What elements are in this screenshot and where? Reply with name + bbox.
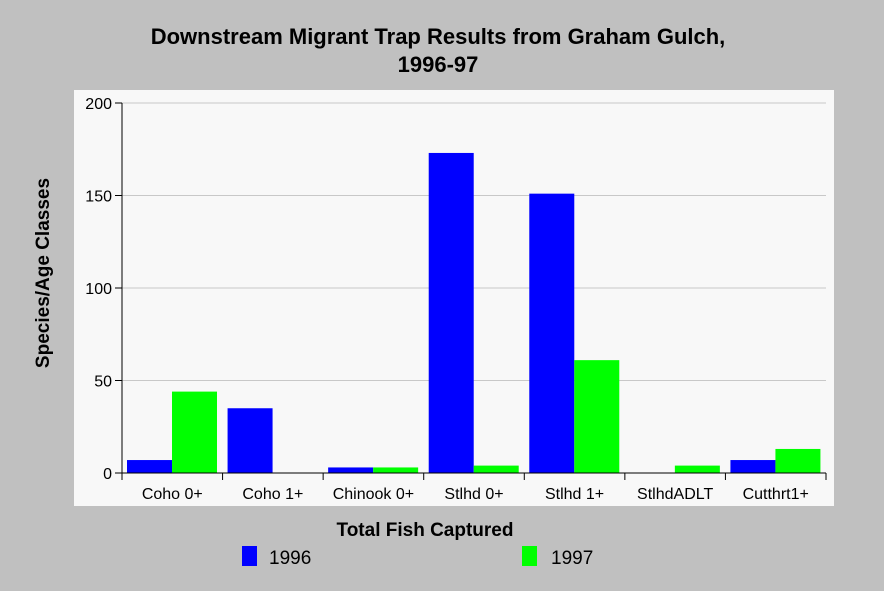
- x-tick-label: Coho 0+: [142, 486, 203, 503]
- x-tick-label: StlhdADLT: [637, 486, 713, 503]
- bar-1997-6: [775, 448, 821, 473]
- bar-1997-2: [373, 467, 419, 473]
- bar-1996-6: [730, 460, 776, 473]
- bar-1996-4: [529, 193, 575, 473]
- bar-1996-1: [227, 408, 273, 473]
- legend-label-1997: 1997: [551, 548, 593, 569]
- chart-title-line-2: 1996-97: [398, 52, 479, 77]
- legend-swatch-1997: [522, 546, 537, 566]
- x-tick-label: Stlhd 0+: [444, 486, 503, 503]
- y-tick-label: 0: [103, 466, 112, 483]
- x-tick-labels: Coho 0+ Coho 1+ Chinook 0+ Stlhd 0+ Stlhd 1+…: [142, 486, 809, 503]
- bar-1996-2: [328, 467, 374, 473]
- gridlines: [122, 102, 826, 381]
- legend: 1996 1997: [242, 546, 593, 569]
- x-tick-label: Chinook 0+: [333, 486, 414, 503]
- bar-1996-0: [127, 460, 172, 473]
- legend-label-1996: 1996: [269, 548, 311, 569]
- axes: [115, 102, 827, 480]
- y-tick-label: 100: [85, 281, 112, 298]
- x-tick-label: Cutthrt1+: [743, 486, 809, 503]
- legend-swatch-1996: [242, 546, 257, 566]
- bar-1997-0: [172, 391, 217, 473]
- y-tick-label: 150: [85, 189, 112, 206]
- bar-1997-3: [473, 465, 519, 473]
- y-tick-labels: 0 50 100 150 200: [85, 96, 112, 483]
- y-tick-label: 50: [94, 374, 112, 391]
- chart-title-line-1: Downstream Migrant Trap Results from Gra…: [151, 24, 726, 49]
- x-tick-label: Coho 1+: [242, 486, 303, 503]
- bars: [127, 152, 821, 473]
- y-axis-title: Species/Age Classes: [33, 178, 54, 368]
- y-tick-label: 200: [85, 96, 112, 113]
- x-axis-title: Total Fish Captured: [337, 520, 514, 541]
- bar-1997-5: [674, 465, 720, 473]
- bar-1996-3: [428, 152, 474, 473]
- x-tick-label: Stlhd 1+: [545, 486, 604, 503]
- bar-1997-4: [574, 360, 620, 473]
